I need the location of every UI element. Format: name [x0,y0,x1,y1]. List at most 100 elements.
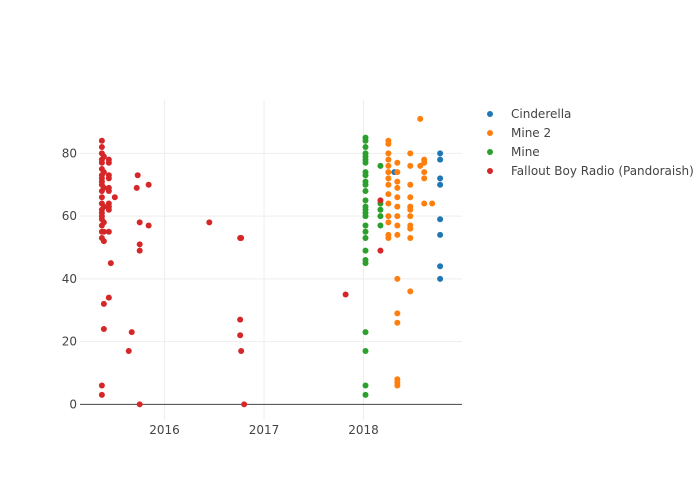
data-point[interactable] [394,231,401,238]
data-point[interactable] [98,137,105,144]
data-point[interactable] [136,219,143,226]
data-point[interactable] [377,247,384,254]
data-point[interactable] [362,187,369,194]
data-point[interactable] [105,159,112,166]
data-point[interactable] [385,200,392,207]
data-point[interactable] [385,235,392,242]
data-point[interactable] [385,191,392,198]
data-point[interactable] [385,162,392,169]
data-point[interactable] [362,382,369,389]
data-point[interactable] [437,150,444,157]
data-point[interactable] [407,150,414,157]
data-point[interactable] [421,159,428,166]
data-point[interactable] [407,162,414,169]
data-point[interactable] [407,194,414,201]
data-point[interactable] [100,203,107,210]
data-point[interactable] [377,197,384,204]
data-point[interactable] [145,222,152,229]
data-point[interactable] [362,329,369,336]
legend-item[interactable]: Mine 2 [487,126,551,140]
data-point[interactable] [362,137,369,144]
data-point[interactable] [362,144,369,151]
data-point[interactable] [362,181,369,188]
data-point[interactable] [100,169,107,176]
data-point[interactable] [105,228,112,235]
data-point[interactable] [362,235,369,242]
data-point[interactable] [437,156,444,163]
data-point[interactable] [394,319,401,326]
data-point[interactable] [98,391,105,398]
data-point[interactable] [394,275,401,282]
data-point[interactable] [407,181,414,188]
data-point[interactable] [362,391,369,398]
data-point[interactable] [407,206,414,213]
data-point[interactable] [105,206,112,213]
data-point[interactable] [107,260,114,267]
data-point[interactable] [385,219,392,226]
data-point[interactable] [362,247,369,254]
data-point[interactable] [377,206,384,213]
data-point[interactable] [394,222,401,229]
data-point[interactable] [136,241,143,248]
data-point[interactable] [342,291,349,298]
data-point[interactable] [437,216,444,223]
data-point[interactable] [394,159,401,166]
data-point[interactable] [407,225,414,232]
data-point[interactable] [377,162,384,169]
data-point[interactable] [437,181,444,188]
data-point[interactable] [394,382,401,389]
data-point[interactable] [100,326,107,333]
data-point[interactable] [98,159,105,166]
data-point[interactable] [394,203,401,210]
data-point[interactable] [437,175,444,182]
data-point[interactable] [105,175,112,182]
data-point[interactable] [134,172,141,179]
data-point[interactable] [98,144,105,151]
data-point[interactable] [394,184,401,191]
data-point[interactable] [429,200,436,207]
data-point[interactable] [105,187,112,194]
data-point[interactable] [145,181,152,188]
data-point[interactable] [394,194,401,201]
data-point[interactable] [237,332,244,339]
data-point[interactable] [394,178,401,185]
data-point[interactable] [125,347,132,354]
data-point[interactable] [421,200,428,207]
data-point[interactable] [437,275,444,282]
data-point[interactable] [128,329,135,336]
data-point[interactable] [136,401,143,408]
data-point[interactable] [407,288,414,295]
data-point[interactable] [377,213,384,220]
data-point[interactable] [385,175,392,182]
data-point[interactable] [98,382,105,389]
data-point[interactable] [362,197,369,204]
data-point[interactable] [407,213,414,220]
data-point[interactable] [385,140,392,147]
data-point[interactable] [206,219,213,226]
data-point[interactable] [133,184,140,191]
data-point[interactable] [394,310,401,317]
legend-item[interactable]: Fallout Boy Radio (Pandoraish) [487,164,694,178]
data-point[interactable] [377,222,384,229]
data-point[interactable] [385,150,392,157]
data-point[interactable] [385,156,392,163]
data-point[interactable] [362,260,369,267]
data-point[interactable] [241,401,248,408]
data-point[interactable] [417,115,424,122]
data-point[interactable] [237,316,244,323]
data-point[interactable] [105,294,112,301]
data-point[interactable] [362,228,369,235]
data-point[interactable] [385,181,392,188]
data-point[interactable] [421,169,428,176]
data-point[interactable] [100,238,107,245]
data-point[interactable] [385,213,392,220]
data-point[interactable] [100,184,107,191]
data-point[interactable] [238,235,245,242]
data-point[interactable] [111,194,118,201]
legend-item[interactable]: Mine [487,145,540,159]
data-point[interactable] [100,153,107,160]
data-point[interactable] [100,300,107,307]
data-point[interactable] [98,194,105,201]
data-point[interactable] [421,175,428,182]
data-point[interactable] [437,231,444,238]
